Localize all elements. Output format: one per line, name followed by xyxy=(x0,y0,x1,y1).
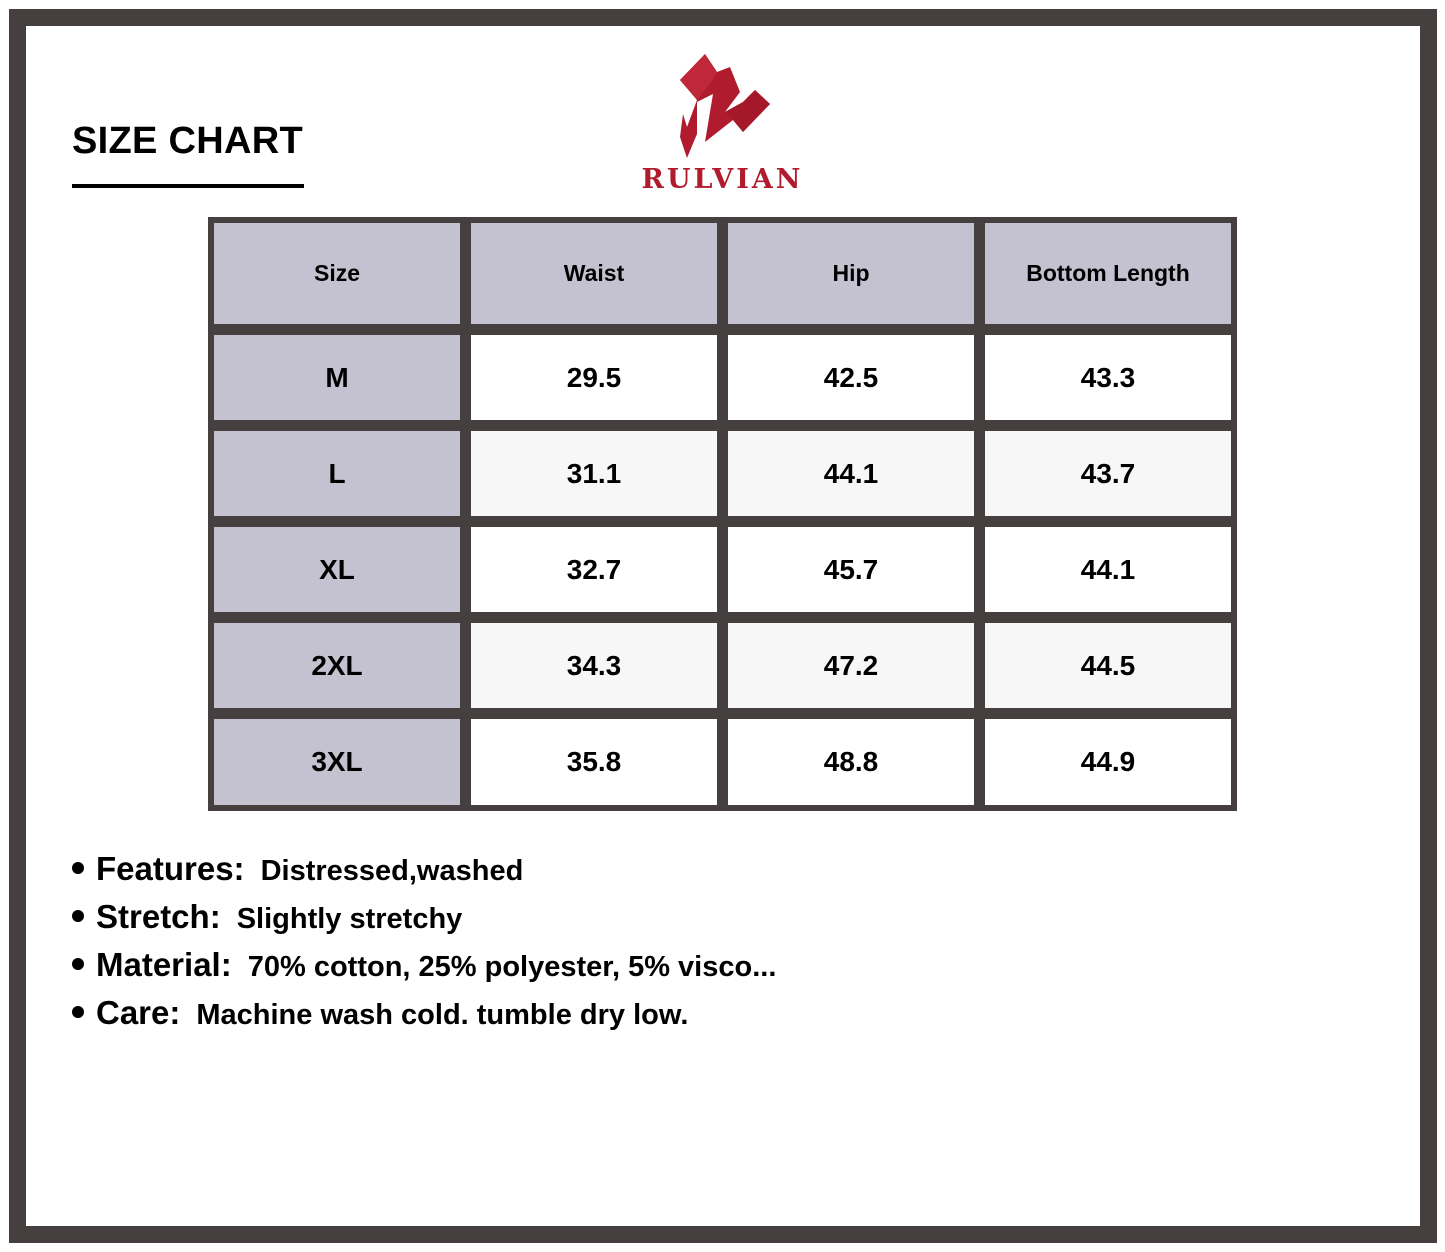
measurement-cell: 32.7 xyxy=(471,527,717,612)
measurement-cell: 47.2 xyxy=(728,623,974,708)
bullet-icon xyxy=(72,910,84,922)
measurement-cell: 43.7 xyxy=(985,431,1231,516)
bullet-icon xyxy=(72,862,84,874)
note-value: Slightly stretchy xyxy=(236,903,463,935)
brand-logo: RULVIAN xyxy=(625,52,820,200)
note-item: Stretch: Slightly stretchy xyxy=(72,898,776,946)
measurement-cell: 44.1 xyxy=(728,431,974,516)
measurement-cell: 42.5 xyxy=(728,335,974,420)
measurement-cell: 44.9 xyxy=(985,719,1231,805)
column-header: Size xyxy=(214,223,460,324)
size-label-cell: XL xyxy=(214,527,460,612)
measurement-cell: 45.7 xyxy=(728,527,974,612)
title-underline xyxy=(72,184,304,188)
column-header: Bottom Length xyxy=(985,223,1231,324)
note-item: Material: 70% cotton, 25% polyester, 5% v… xyxy=(72,946,776,994)
note-label: Features: xyxy=(96,850,245,887)
note-label: Stretch: xyxy=(96,898,221,935)
size-label-cell: M xyxy=(214,335,460,420)
note-item: Care: Machine wash cold. tumble dry low. xyxy=(72,994,776,1042)
brand-name: RULVIAN xyxy=(641,164,804,195)
measurement-cell: 35.8 xyxy=(471,719,717,805)
column-header: Waist xyxy=(471,223,717,324)
size-label-cell: 3XL xyxy=(214,719,460,805)
measurement-cell: 44.1 xyxy=(985,527,1231,612)
bullet-icon xyxy=(72,1006,84,1018)
note-label: Material: xyxy=(96,946,232,983)
note-label: Care: xyxy=(96,994,181,1031)
note-value: 70% cotton, 25% polyester, 5% visco... xyxy=(247,951,777,983)
measurement-cell: 43.3 xyxy=(985,335,1231,420)
measurement-cell: 29.5 xyxy=(471,335,717,420)
bullet-icon xyxy=(72,958,84,970)
note-value: Distressed,washed xyxy=(260,855,524,887)
note-item: Features: Distressed,washed xyxy=(72,850,776,898)
size-label-cell: L xyxy=(214,431,460,516)
r-logo-icon xyxy=(680,54,770,158)
column-header: Hip xyxy=(728,223,974,324)
page-title: SIZE CHART xyxy=(72,120,303,162)
measurement-cell: 34.3 xyxy=(471,623,717,708)
size-table: Size Waist Hip Bottom Length M 29.5 42.5 43.3 L 3… xyxy=(208,217,1237,811)
note-value: Machine wash cold. tumble dry low. xyxy=(196,999,689,1031)
product-notes: Features: Distressed,washed Stretch: Slight… xyxy=(72,850,776,1042)
measurement-cell: 48.8 xyxy=(728,719,974,805)
size-label-cell: 2XL xyxy=(214,623,460,708)
measurement-cell: 31.1 xyxy=(471,431,717,516)
measurement-cell: 44.5 xyxy=(985,623,1231,708)
